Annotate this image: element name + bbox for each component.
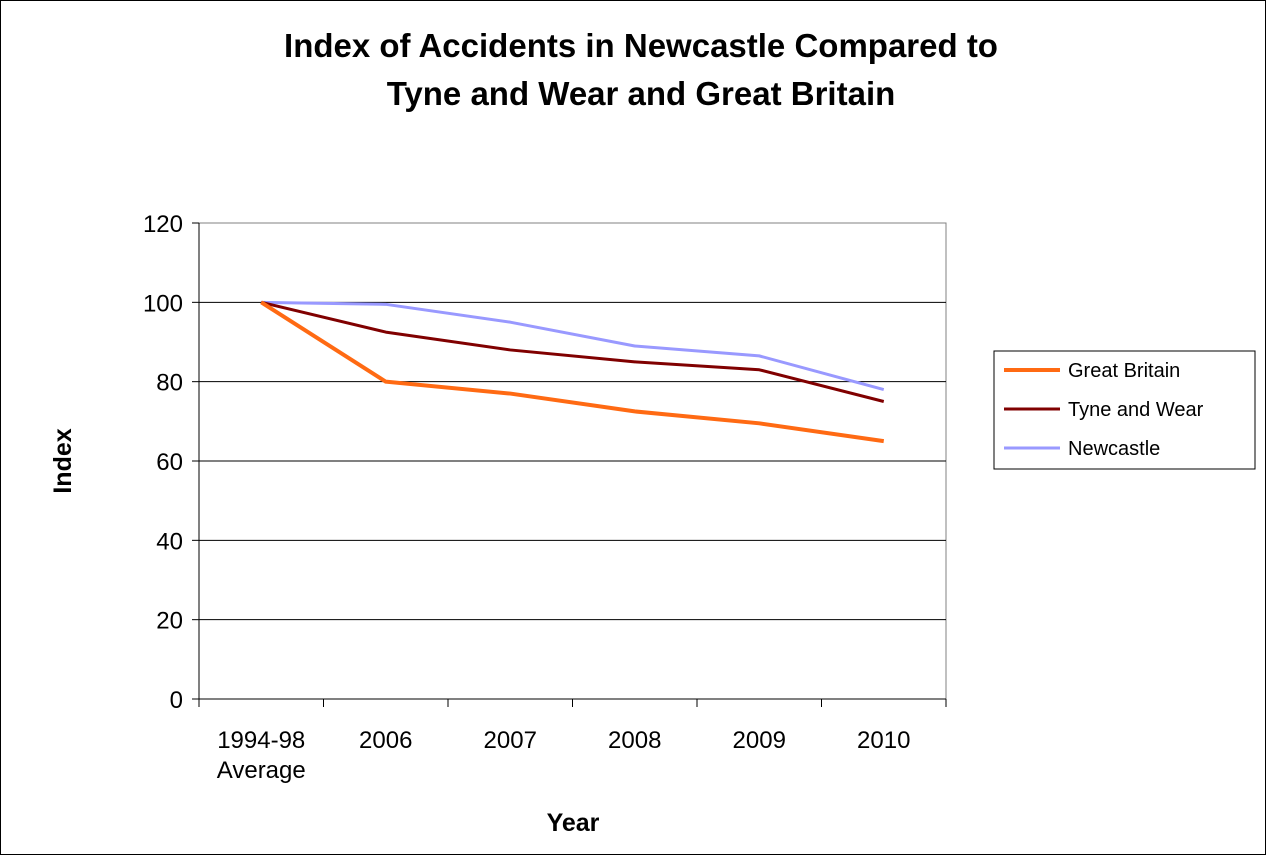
legend-label: Great Britain: [1068, 360, 1180, 382]
y-axis-title: Index: [49, 428, 77, 493]
chart-title-line-1: Index of Accidents in Newcastle Compared…: [284, 27, 998, 64]
x-tick-label: 2009: [733, 727, 786, 754]
x-tick-label: 2006: [359, 727, 412, 754]
y-tick-label: 40: [156, 528, 183, 555]
y-tick-label: 60: [156, 449, 183, 476]
x-axis: 1994-98 Average 2006 2007 2008 2009 2010: [198, 698, 947, 784]
y-tick-label: 0: [170, 687, 183, 714]
y-tick-label: 80: [156, 370, 183, 397]
legend-label: Tyne and Wear: [1068, 399, 1204, 421]
data-series: [260, 300, 885, 444]
x-tick-label: 1994-98: [217, 727, 305, 754]
x-axis-title: Year: [547, 809, 600, 837]
series-line-tyne-and-wear: [260, 300, 885, 403]
legend-label: Newcastle: [1068, 438, 1160, 460]
series-line-great-britain: [260, 300, 885, 444]
y-axis: 0 20 40 60 80 100 120: [143, 211, 200, 714]
chart-title-line-2: Tyne and Wear and Great Britain: [387, 75, 896, 112]
series-line-newcastle: [261, 300, 885, 392]
legend: Great Britain Tyne and Wear Newcastle: [993, 350, 1256, 470]
y-tick-label: 120: [143, 211, 183, 238]
plot-area: 0 20 40 60 80 100 120 1994-98 Average 2006 2007 20…: [143, 211, 947, 784]
x-tick-label: 2008: [608, 727, 661, 754]
x-tick-label: 2010: [857, 727, 910, 754]
x-tick-label: Average: [217, 757, 306, 784]
x-tick-label: 2007: [484, 727, 537, 754]
y-tick-label: 100: [143, 290, 183, 317]
y-tick-label: 20: [156, 608, 183, 635]
